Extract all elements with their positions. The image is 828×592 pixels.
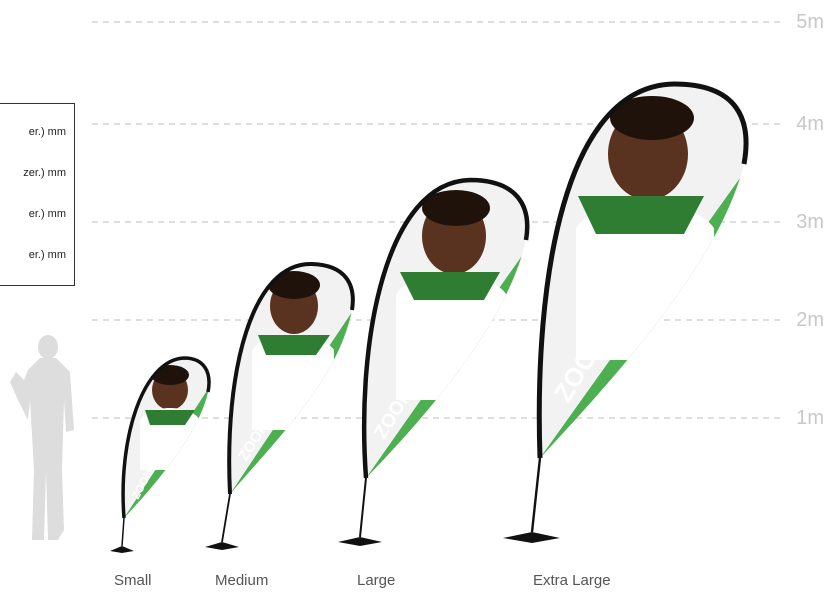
size-label-medium: Medium — [215, 572, 269, 589]
dimension-legend-box: er.) mm zer.) mm er.) mm er.) mm — [0, 103, 75, 286]
height-label-5m: 5m — [796, 11, 824, 33]
legend-line-3: er.) mm — [28, 208, 66, 220]
legend-line-1: er.) mm — [28, 126, 66, 138]
flag-small-base — [110, 546, 134, 553]
flag-large: ZOOM QUILL — [338, 177, 530, 546]
size-label-large: Large — [357, 572, 396, 589]
flag-medium: ZOOM QUILL — [205, 261, 355, 550]
person-silhouette — [10, 335, 74, 540]
legend-line-2: zer.) mm — [23, 167, 66, 179]
flag-extra-large: ZOOM QUILL — [503, 81, 749, 543]
flag-small: ZOOM QUILL — [110, 356, 211, 553]
size-label-extra-large: Extra Large — [533, 572, 611, 589]
legend-line-4: er.) mm — [28, 249, 66, 261]
size-label-small: Small — [114, 572, 152, 589]
height-label-3m: 3m — [796, 211, 824, 233]
height-label-1m: 1m — [796, 407, 824, 429]
height-label-4m: 4m — [796, 113, 824, 135]
flag-large-base — [338, 537, 382, 546]
flag-medium-base — [205, 542, 239, 550]
height-label-2m: 2m — [796, 309, 824, 331]
flag-extra-large-base — [503, 532, 560, 543]
